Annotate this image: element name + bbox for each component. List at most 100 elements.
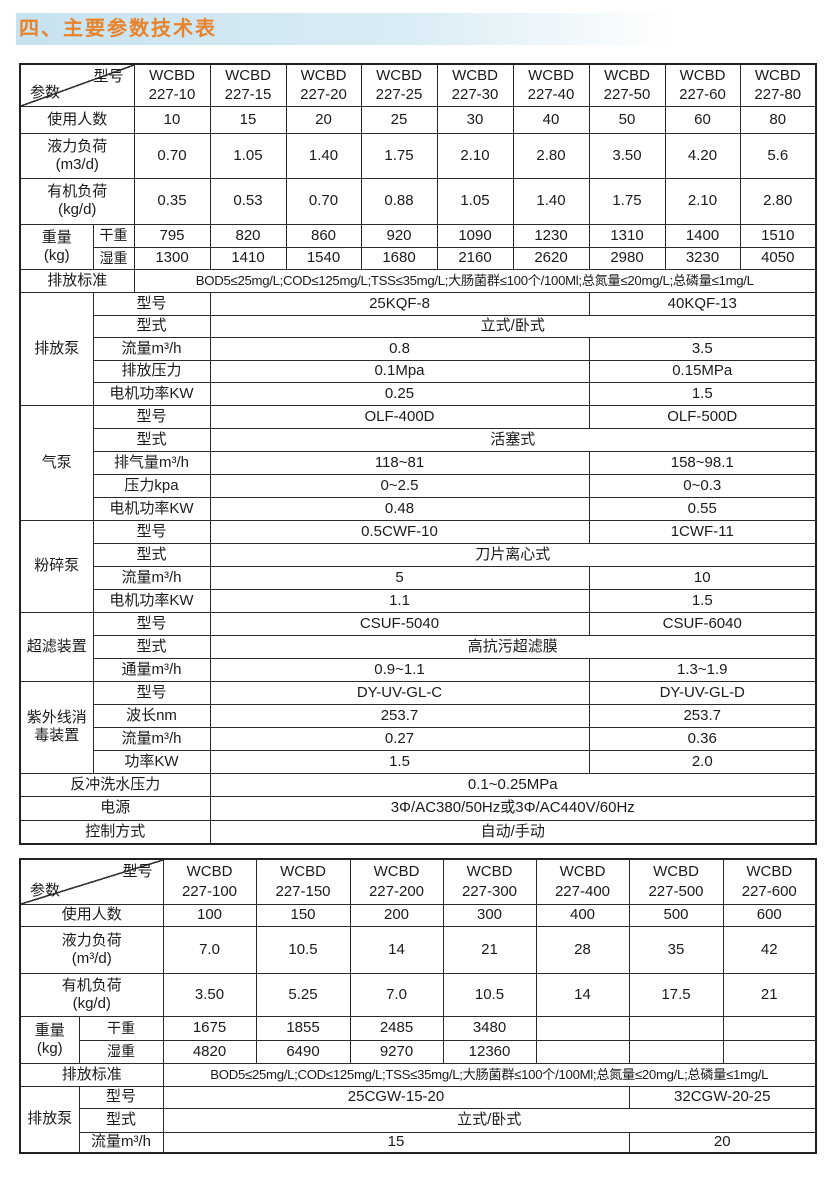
value-cell: 2620 [512, 246, 590, 270]
value-cell: 15 [209, 105, 287, 134]
value-cell: 0.1~0.25MPa [209, 772, 817, 797]
value-cell: 1300 [133, 246, 211, 270]
value-cell: 1.75 [588, 177, 666, 225]
value-cell: 0.9~1.1 [209, 657, 590, 682]
value-cell [535, 1039, 630, 1064]
users-row: 使用人数 100 150 200 300 400 500 600 [19, 903, 817, 927]
control-row: 控制方式 自动/手动 [19, 819, 817, 845]
users-row: 使用人数 10 15 20 25 30 40 50 60 80 [19, 105, 817, 134]
value-cell: 150 [255, 903, 351, 927]
param-axis-label: 参数 [30, 83, 61, 101]
value-cell: 高抗污超滤膜 [209, 634, 817, 659]
model-axis-label: 型号 [122, 863, 153, 880]
value-cell: 9270 [349, 1039, 444, 1064]
value-cell: 自动/手动 [209, 819, 817, 845]
value-cell [535, 1015, 630, 1041]
value-cell: 4.20 [664, 132, 741, 179]
value-cell: 4050 [739, 246, 817, 270]
sub-label: 流量m³/h [92, 565, 211, 590]
discharge-standard-row: 排放标准 BOD5≤25mg/L;COD≤125mg/L;TSS≤35mg/L;… [19, 1062, 817, 1087]
sub-label: 型号 [92, 611, 211, 636]
value-cell: 35 [628, 925, 724, 974]
value-cell: 1400 [664, 223, 741, 248]
value-cell: 0.70 [133, 132, 211, 179]
value-cell: 25 [360, 105, 438, 134]
value-cell: 253.7 [209, 703, 590, 728]
value-cell: 1090 [436, 223, 514, 248]
dry-weight-row: 重量 (kg) 干重 795 820 860 920 1090 1230 1310… [19, 223, 817, 270]
sub-label: 流量m³/h [92, 726, 211, 751]
value-cell: 0.53 [209, 177, 287, 225]
value-cell: 1510 [739, 223, 817, 248]
value-cell: 42 [722, 925, 817, 974]
corner-cell: 型号 参数 [19, 63, 135, 107]
value-cell: 1540 [285, 246, 362, 270]
value-cell: 0~2.5 [209, 473, 590, 498]
value-cell: DY-UV-GL-D [588, 680, 817, 705]
value-cell: 30 [436, 105, 514, 134]
value-cell: 1675 [162, 1015, 257, 1041]
param-axis-label: 参数 [30, 881, 61, 899]
model-header: WCBD 227-25 [360, 63, 438, 107]
value-cell: 14 [535, 972, 630, 1017]
value-cell: 7.0 [162, 925, 257, 974]
sub-label: 流量m³/h [92, 336, 211, 361]
value-cell: 0.70 [285, 177, 362, 225]
value-cell: 40 [512, 105, 590, 134]
value-cell: 600 [722, 903, 817, 927]
sub-label: 电机功率KW [92, 588, 211, 613]
header-row: 型号 参数 WCBD 227-10 WCBD 227-15 WCBD 227-20 W… [19, 63, 817, 107]
value-cell: 5.25 [255, 972, 351, 1017]
value-cell: 3Φ/AC380/50Hz或3Φ/AC440V/60Hz [209, 795, 817, 821]
spec-table-1: 型号 参数 WCBD 227-10 WCBD 227-15 WCBD 227-20 W… [19, 63, 817, 845]
value-cell: 1.75 [360, 132, 438, 179]
section-label: 重量 (kg) [19, 1015, 80, 1064]
value-cell: 6490 [255, 1039, 351, 1064]
value-cell: 1.3~1.9 [588, 657, 817, 682]
sub-label: 型号 [92, 404, 211, 429]
row-label: 电源 [19, 795, 211, 821]
wet-weight-row: 湿重 1300 1410 1540 1680 2160 2620 2980 32… [20, 246, 817, 270]
discharge-standard-row: 排放标准 BOD5≤25mg/L;COD≤125mg/L;TSS≤35mg/L;… [19, 268, 817, 293]
value-cell: 2485 [349, 1015, 444, 1041]
model-header: WCBD 227-400 [535, 858, 630, 905]
model-header: WCBD 227-300 [442, 858, 537, 905]
sub-label: 型号 [92, 680, 211, 705]
value-cell: 15 [162, 1131, 630, 1154]
value-cell: 1680 [360, 246, 438, 270]
value-cell: 3480 [442, 1015, 537, 1041]
value-cell: 0.5CWF-10 [209, 519, 590, 544]
row-label: 使用人数 [19, 903, 164, 927]
value-cell: 100 [162, 903, 257, 927]
hydraulic-load-row: 液力负荷 (m3/d) 0.70 1.05 1.40 1.75 2.10 2.80… [19, 132, 817, 179]
value-cell: 1.5 [588, 381, 817, 406]
sub-label: 功率KW [92, 749, 211, 774]
value-cell: 1.40 [285, 132, 362, 179]
value-cell: 60 [664, 105, 741, 134]
model-header: WCBD 227-30 [436, 63, 514, 107]
value-cell: 0.48 [209, 496, 590, 521]
value-cell: 25CGW-15-20 [162, 1085, 630, 1109]
section-label: 重量 (kg) [19, 223, 94, 270]
value-cell: CSUF-6040 [588, 611, 817, 636]
value-cell: DY-UV-GL-C [209, 680, 590, 705]
value-cell: 10 [588, 565, 817, 590]
value-cell: 21 [442, 925, 537, 974]
value-cell: 0.8 [209, 336, 590, 361]
model-header: WCBD 227-10 [133, 63, 211, 107]
sub-label: 流量m³/h [78, 1131, 164, 1154]
model-header: WCBD 227-150 [255, 858, 351, 905]
value-cell: OLF-400D [209, 404, 590, 429]
value-cell: 20 [285, 105, 362, 134]
value-cell [722, 1015, 817, 1041]
value-cell: 3.50 [588, 132, 666, 179]
value-cell: 21 [722, 972, 817, 1017]
section-label: 排放泵 [19, 291, 94, 406]
sub-label: 电机功率KW [92, 381, 211, 406]
model-header: WCBD 227-20 [285, 63, 362, 107]
value-cell: 20 [628, 1131, 817, 1154]
value-cell: 32CGW-20-25 [628, 1085, 817, 1109]
header-row: 型号 参数 WCBD 227-100 WCBD 227-150 WCBD 227-20… [19, 858, 817, 905]
value-cell: 0.27 [209, 726, 590, 751]
value-cell: 253.7 [588, 703, 817, 728]
